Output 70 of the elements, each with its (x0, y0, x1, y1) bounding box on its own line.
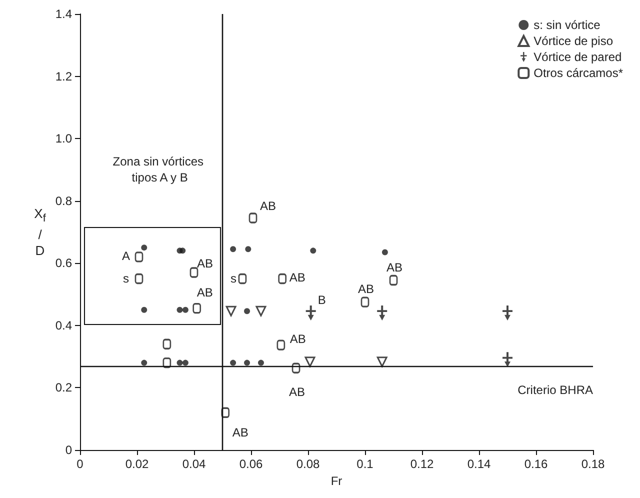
point (256, 306, 266, 316)
annotation: AB (260, 198, 276, 213)
x-tick-label: 0.08 (296, 457, 320, 471)
x-tick-label: 0.14 (467, 457, 491, 471)
y-tick-label: 0.6 (55, 256, 72, 270)
x-tick-label: 0.16 (524, 457, 548, 471)
point (182, 306, 188, 313)
point (182, 360, 188, 366)
point (226, 306, 236, 316)
x-axis-title: Fr (330, 474, 342, 488)
legend-label: Otros cárcamos* (534, 66, 624, 80)
annotation: AB (289, 270, 306, 285)
point (244, 360, 250, 366)
point (360, 296, 370, 308)
annotation: A (122, 248, 130, 263)
point (141, 244, 148, 251)
y-tick-label: 1.0 (55, 132, 72, 146)
annotation: AB (232, 426, 248, 440)
x-tick-label: 0.06 (239, 457, 263, 471)
annotation: AB (196, 256, 214, 270)
point (230, 360, 236, 366)
point (276, 340, 286, 350)
point (245, 246, 252, 252)
point (230, 246, 236, 252)
point (190, 267, 198, 278)
x-tick-label: 0.12 (410, 457, 434, 471)
annotation: AB (196, 285, 213, 300)
annotation: AB (289, 385, 306, 400)
point (244, 308, 250, 314)
point (141, 306, 148, 313)
point (376, 356, 388, 368)
x-tick-label: 0 (76, 457, 84, 471)
point (304, 356, 316, 368)
legend-label: Vórtice de piso (534, 34, 614, 48)
annotation: AB (386, 260, 403, 274)
point (141, 360, 148, 366)
annotation: Zona sin vórtices tipos A y B (112, 154, 207, 185)
x-tick-label: 0.1 (356, 457, 374, 471)
point (176, 360, 183, 366)
x-tick-label: 0.04 (182, 457, 206, 471)
point (389, 275, 398, 286)
point (278, 273, 287, 284)
point (134, 273, 144, 284)
annotation: AB (358, 282, 374, 296)
point (310, 248, 316, 254)
y-tick-label: 0.2 (55, 380, 72, 395)
point (258, 360, 264, 366)
annotation: AB (290, 332, 306, 346)
point (192, 303, 202, 314)
y-tick-label: 1.2 (55, 69, 72, 84)
legend-label: Vórtice de pared (534, 50, 622, 64)
point (162, 338, 172, 350)
x-tick-label: 0.18 (581, 457, 605, 471)
y-axis-title: X$_{f}$ / D (33, 206, 47, 258)
y-tick-label: 1.4 (55, 7, 72, 21)
point (248, 212, 258, 224)
annotation: s (230, 272, 236, 286)
point (176, 306, 183, 313)
x-tick-label: 0.02 (125, 457, 149, 471)
point (238, 273, 247, 284)
y-tick-label: 0.8 (55, 194, 72, 208)
y-tick-label: 0 (65, 443, 72, 457)
ref-line-label: Criterio BHRA (518, 382, 593, 397)
y-tick-label: 0.4 (55, 318, 72, 332)
annotation: B (318, 292, 326, 307)
legend-label: s: sin vórtice (534, 18, 601, 32)
point (180, 248, 186, 254)
annotation: s (122, 272, 129, 286)
point (382, 249, 388, 256)
point (134, 252, 144, 262)
